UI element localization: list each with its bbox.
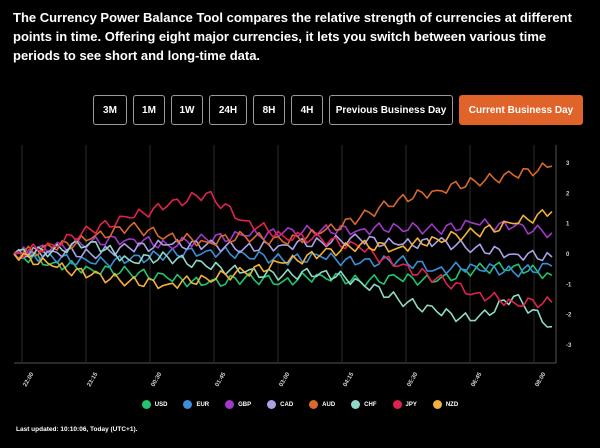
period-24h-button[interactable]: 24H xyxy=(209,95,247,125)
period-1m-button[interactable]: 1M xyxy=(133,95,165,125)
legend-label-usd: USD xyxy=(154,401,168,408)
series-line-jpy xyxy=(13,190,553,309)
series-line-eur xyxy=(13,246,553,278)
legend-dot-cad xyxy=(267,400,277,409)
chart-grid xyxy=(14,145,557,364)
current-business-day-button[interactable]: Current Business Day xyxy=(459,95,583,125)
last-updated-text: Last updated: 10:10:06, Today (UTC+1). xyxy=(16,426,138,433)
x-tick-label: 22:00 xyxy=(23,371,36,388)
y-tick-label: -2 xyxy=(566,313,572,319)
chart-axis-labels: 22:00 23:15 00:30 01:45 03:00 04:15 05:30 06:45… xyxy=(23,161,572,388)
legend-dot-jpy xyxy=(392,400,402,409)
y-tick-label: -3 xyxy=(566,343,572,349)
y-tick-label: 1 xyxy=(566,222,570,228)
series-line-usd xyxy=(13,248,553,288)
x-tick-label: 00:30 xyxy=(151,371,164,388)
y-tick-label: -1 xyxy=(566,282,572,288)
legend-dot-chf xyxy=(351,400,361,409)
legend-usd[interactable]: USD xyxy=(141,400,168,409)
period-selector: 3M 1M 1W 24H 8H 4H Previous Business Day… xyxy=(93,95,583,125)
series-line-chf xyxy=(13,240,553,328)
legend-nzd[interactable]: NZD xyxy=(432,400,459,409)
legend-jpy[interactable]: JPY xyxy=(392,400,417,409)
legend-label-jpy: JPY xyxy=(405,401,417,408)
chart-legend: USD EUR GBP CAD AUD CHF JPY NZD xyxy=(0,400,600,409)
series-line-cad xyxy=(13,233,553,262)
y-tick-label: 3 xyxy=(566,161,570,167)
legend-gbp[interactable]: GBP xyxy=(225,400,251,409)
period-8h-button[interactable]: 8H xyxy=(253,95,285,125)
legend-dot-usd xyxy=(141,400,151,409)
legend-chf[interactable]: CHF xyxy=(351,400,377,409)
currency-strength-chart: 22:00 23:15 00:30 01:45 03:00 04:15 05:30 06:45… xyxy=(13,145,572,388)
period-4h-button[interactable]: 4H xyxy=(291,95,323,125)
legend-label-cad: CAD xyxy=(280,401,294,408)
legend-dot-gbp xyxy=(225,400,235,409)
y-tick-label: 0 xyxy=(566,252,570,258)
series-line-gbp xyxy=(13,218,553,257)
y-tick-label: 2 xyxy=(566,191,570,197)
intro-text: The Currency Power Balance Tool compares… xyxy=(13,10,572,63)
x-tick-label: 23:15 xyxy=(87,371,100,388)
legend-eur[interactable]: EUR xyxy=(183,400,209,409)
x-tick-label: 04:15 xyxy=(343,371,356,388)
legend-label-aud: AUD xyxy=(322,401,336,408)
period-1w-button[interactable]: 1W xyxy=(171,95,203,125)
legend-cad[interactable]: CAD xyxy=(267,400,293,409)
previous-business-day-button[interactable]: Previous Business Day xyxy=(329,95,453,125)
x-tick-label: 05:30 xyxy=(407,371,420,388)
legend-label-gbp: GBP xyxy=(238,401,252,408)
legend-dot-eur xyxy=(183,400,193,409)
x-tick-label: 01:45 xyxy=(215,371,228,388)
series-line-nzd xyxy=(13,209,553,290)
legend-label-chf: CHF xyxy=(364,401,377,408)
chart-series-lines xyxy=(13,162,553,328)
legend-dot-aud xyxy=(309,400,319,409)
series-line-aud xyxy=(13,162,553,260)
legend-label-eur: EUR xyxy=(196,401,210,408)
x-tick-label: 06:45 xyxy=(471,371,484,388)
legend-label-nzd: NZD xyxy=(445,401,459,408)
x-tick-label: 08:00 xyxy=(535,371,548,388)
legend-dot-nzd xyxy=(432,400,442,409)
x-tick-label: 03:00 xyxy=(279,371,292,388)
period-3m-button[interactable]: 3M xyxy=(93,95,127,125)
legend-aud[interactable]: AUD xyxy=(309,400,335,409)
